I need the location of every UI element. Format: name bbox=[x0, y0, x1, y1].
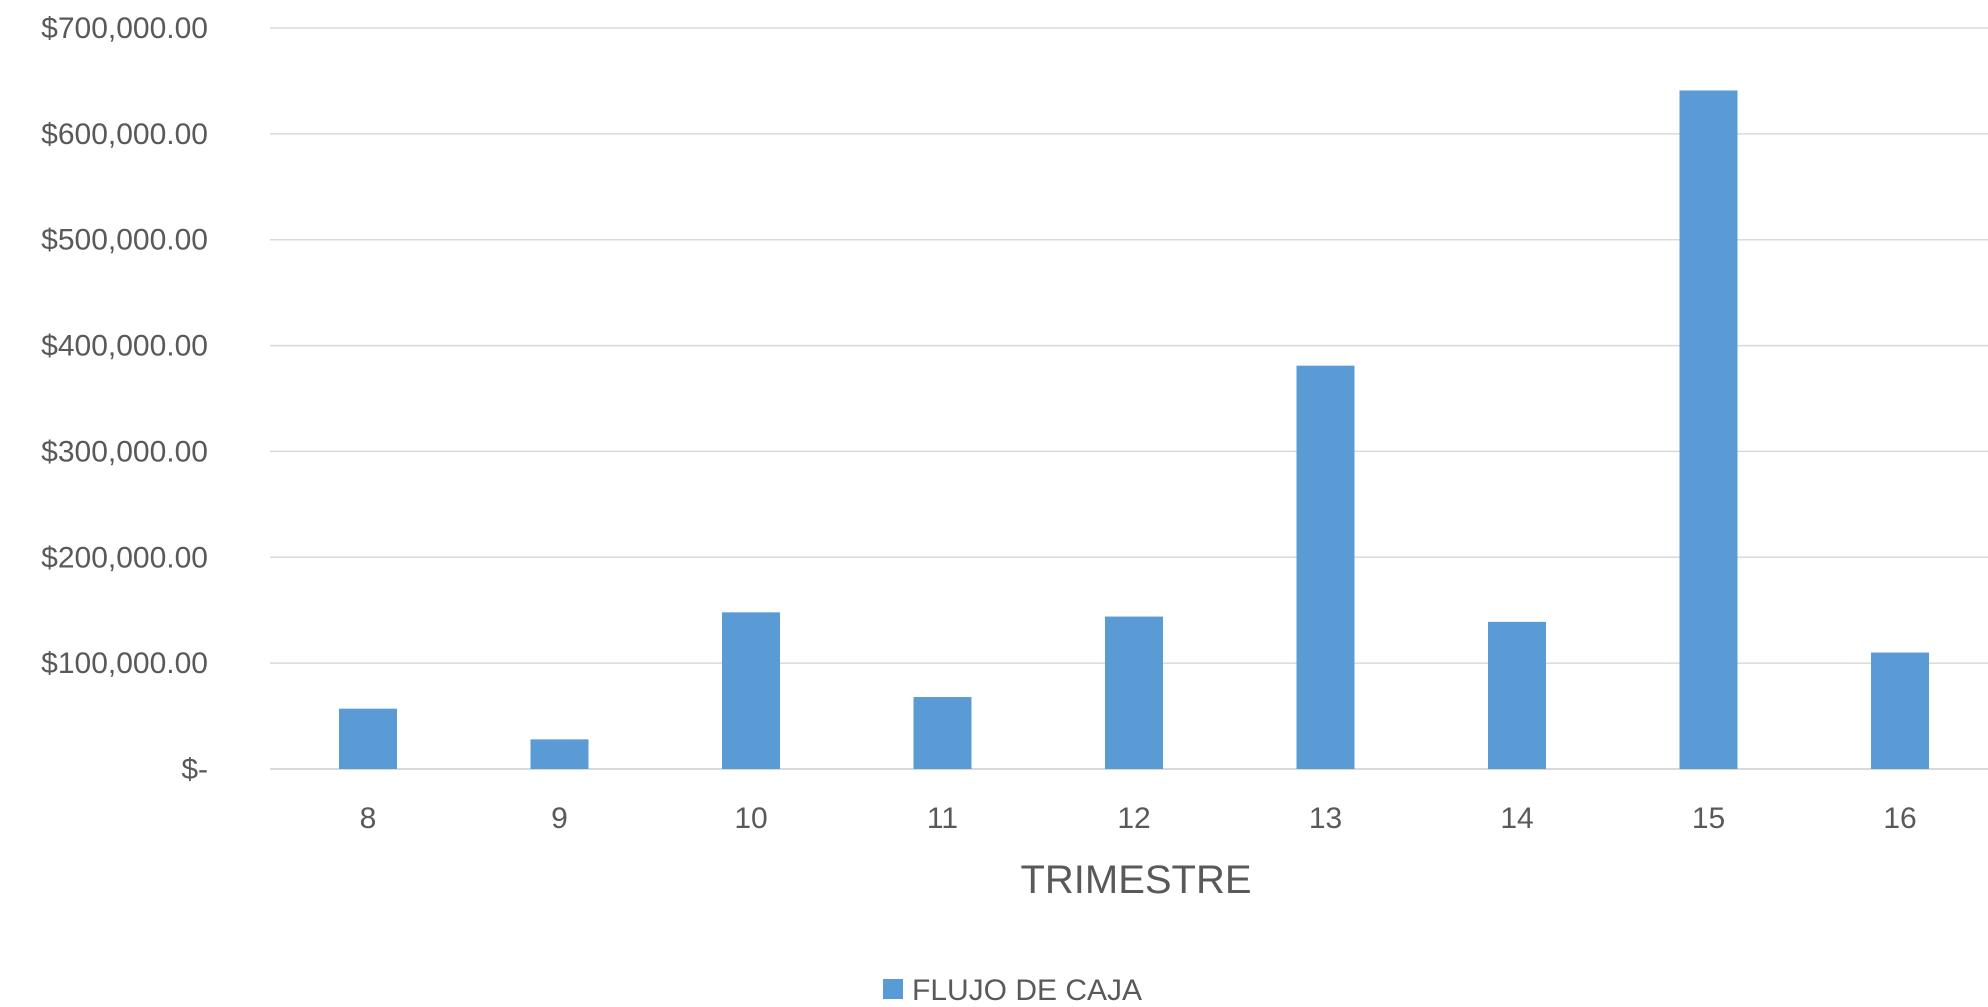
x-tick-label: 16 bbox=[1883, 802, 1916, 835]
x-tick-label: 10 bbox=[734, 802, 767, 835]
x-tick-label: 13 bbox=[1309, 802, 1342, 835]
legend-label-flujo-de-caja: FLUJO DE CAJA bbox=[912, 974, 1142, 1007]
bar-trimestre-14 bbox=[1488, 621, 1546, 769]
bars bbox=[339, 90, 1929, 770]
y-tick-label: $500,000.00 bbox=[41, 224, 208, 257]
y-tick-label: $700,000.00 bbox=[41, 12, 208, 45]
bar-trimestre-16 bbox=[1871, 652, 1929, 769]
bar-trimestre-12 bbox=[1105, 616, 1163, 769]
x-tick-label: 11 bbox=[927, 802, 958, 835]
y-tick-label: $600,000.00 bbox=[41, 118, 208, 151]
x-tick-label: 14 bbox=[1500, 802, 1533, 835]
bar-trimestre-13 bbox=[1296, 365, 1355, 769]
x-tick-label: 8 bbox=[360, 802, 377, 835]
bar-trimestre-10 bbox=[722, 612, 780, 769]
x-axis-title: TRIMESTRE bbox=[1020, 858, 1251, 902]
legend: FLUJO DE CAJA bbox=[883, 974, 1142, 1007]
x-tick-label: 12 bbox=[1117, 802, 1150, 835]
y-tick-label: $- bbox=[181, 753, 208, 786]
bar-trimestre-9 bbox=[530, 739, 589, 769]
x-tick-label: 9 bbox=[551, 802, 568, 835]
x-tick-label: 15 bbox=[1692, 802, 1725, 835]
y-tick-label: $200,000.00 bbox=[41, 541, 208, 574]
y-axis-tick-labels: $- $100,000.00 $200,000.00 $300,000.00 $400,… bbox=[41, 12, 208, 786]
bar-trimestre-15 bbox=[1679, 90, 1738, 770]
y-tick-label: $400,000.00 bbox=[41, 330, 208, 363]
bar-trimestre-8 bbox=[339, 708, 397, 769]
bar-trimestre-11 bbox=[913, 697, 972, 769]
y-tick-label: $100,000.00 bbox=[41, 647, 208, 680]
y-tick-label: $300,000.00 bbox=[41, 435, 208, 468]
legend-swatch-flujo-de-caja bbox=[883, 979, 903, 999]
x-axis-tick-labels: 8 9 10 11 12 13 14 15 16 bbox=[360, 802, 1917, 835]
